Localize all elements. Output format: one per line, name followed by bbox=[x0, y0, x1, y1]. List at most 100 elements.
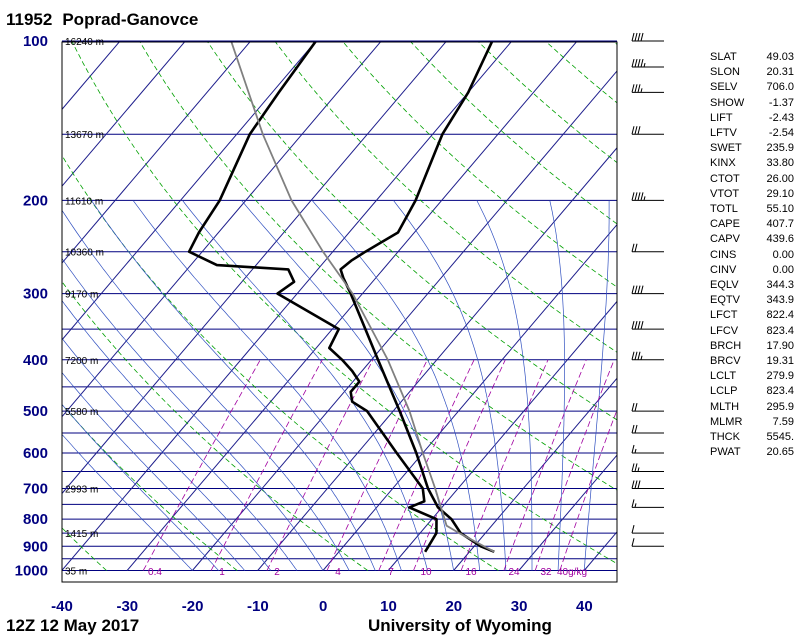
moist-adiabat bbox=[583, 200, 610, 571]
mixing-ratio-label: 0.4 bbox=[148, 567, 162, 578]
moist-adiabat bbox=[62, 337, 272, 571]
moist-adiabat bbox=[182, 200, 428, 571]
wind-barb bbox=[631, 480, 664, 489]
temperature-tick-label: 20 bbox=[445, 598, 462, 615]
index-label: CTOT bbox=[710, 172, 740, 185]
index-label: EQLV bbox=[710, 279, 739, 292]
barb-flag bbox=[631, 538, 635, 547]
height-label: 1415 m bbox=[65, 529, 98, 540]
barb-flag bbox=[637, 84, 641, 93]
height-label: 11610 m bbox=[65, 196, 103, 207]
wind-barb bbox=[631, 525, 664, 534]
barb-flag bbox=[634, 84, 638, 93]
background-lines bbox=[62, 42, 617, 571]
barb-flag bbox=[637, 320, 641, 330]
index-label: SLON bbox=[710, 66, 740, 79]
index-value: -1.37 bbox=[768, 96, 794, 109]
wind-barb bbox=[631, 499, 664, 508]
wind-barb bbox=[631, 444, 664, 454]
index-label: LFTV bbox=[710, 127, 737, 140]
barb-flag bbox=[631, 351, 635, 360]
credit: University of Wyoming bbox=[368, 616, 552, 635]
isotherm bbox=[257, 147, 617, 571]
index-row: CINS 0.00 bbox=[710, 248, 794, 263]
dewpoint-trace bbox=[187, 42, 438, 553]
pressure-tick-label: 800 bbox=[23, 511, 48, 528]
index-value: 439.6 bbox=[766, 233, 794, 246]
index-row: PWAT 20.65 bbox=[710, 445, 794, 460]
isotherm bbox=[62, 42, 382, 418]
height-label: 2993 m bbox=[65, 484, 98, 495]
wind-barbs bbox=[631, 32, 664, 547]
index-value: 7.59 bbox=[772, 415, 794, 428]
barb-flag bbox=[631, 480, 635, 489]
index-row: TOTL 55.10 bbox=[710, 202, 794, 217]
index-value: 295.9 bbox=[766, 400, 794, 413]
index-value: 343.9 bbox=[766, 294, 794, 307]
barb-half bbox=[643, 196, 646, 201]
barb-flag bbox=[634, 32, 638, 42]
parcel-trace bbox=[230, 42, 495, 553]
sounding-traces bbox=[187, 42, 495, 554]
height-label: 13670 m bbox=[65, 130, 104, 141]
isotherm bbox=[453, 377, 617, 571]
index-label: EQTV bbox=[710, 294, 740, 307]
index-row: EQTV 343.9 bbox=[710, 293, 794, 308]
temperature-tick-label: 40 bbox=[576, 598, 593, 615]
index-value: 822.4 bbox=[766, 309, 794, 322]
barb-flag bbox=[640, 285, 644, 294]
barb-flag bbox=[637, 126, 641, 135]
index-row: VTOT 29.10 bbox=[710, 187, 794, 202]
barb-flag bbox=[634, 192, 638, 201]
wind-barb bbox=[631, 32, 664, 42]
index-value: 49.03 bbox=[766, 51, 794, 63]
index-value: 823.4 bbox=[766, 385, 794, 398]
index-label: TOTL bbox=[710, 203, 738, 216]
moist-adiabat bbox=[62, 209, 350, 571]
index-label: VTOT bbox=[710, 187, 740, 200]
mixing-ratio-line bbox=[460, 359, 549, 571]
index-label: CINV bbox=[710, 263, 737, 276]
index-row: KINX 33.80 bbox=[710, 156, 794, 171]
chart-title: 11952 Poprad-Ganovce bbox=[6, 10, 198, 30]
index-row: CINV 0.00 bbox=[710, 263, 794, 278]
barb-flag bbox=[634, 126, 638, 135]
wind-barb bbox=[631, 285, 664, 295]
isotherm bbox=[62, 42, 316, 341]
moist-adiabat bbox=[62, 300, 298, 571]
wind-barb bbox=[631, 402, 664, 412]
index-value: -2.54 bbox=[768, 127, 794, 140]
pressure-tick-label: 100 bbox=[23, 33, 48, 50]
index-label: LFCT bbox=[710, 309, 738, 322]
wind-barb bbox=[631, 351, 664, 361]
index-label: SHOW bbox=[710, 96, 745, 109]
barb-flag bbox=[637, 32, 641, 42]
barb-half bbox=[640, 88, 643, 93]
moist-adiabat bbox=[311, 200, 481, 571]
height-label: 10360 m bbox=[65, 248, 104, 259]
index-value: 33.80 bbox=[766, 157, 794, 170]
isotherm bbox=[62, 42, 120, 111]
index-row: BRCV 19.31 bbox=[710, 354, 794, 369]
dry-adiabat bbox=[342, 42, 617, 288]
barb-flag bbox=[640, 192, 644, 201]
isotherm bbox=[62, 42, 512, 571]
barb-flag bbox=[631, 58, 635, 68]
barb-flag bbox=[637, 351, 641, 360]
barb-flag bbox=[631, 499, 635, 508]
height-label: 5580 m bbox=[65, 407, 98, 418]
index-row: SELV 706.0 bbox=[710, 80, 794, 95]
wind-barb bbox=[631, 463, 664, 472]
moist-adiabat bbox=[62, 433, 193, 571]
index-label: CAPV bbox=[710, 233, 740, 246]
moist-adiabat bbox=[549, 200, 565, 571]
barb-flag bbox=[637, 58, 641, 68]
wind-barb bbox=[631, 58, 664, 68]
index-row: THCK 5545. bbox=[710, 430, 794, 445]
barb-flag bbox=[637, 192, 641, 201]
index-value: 279.9 bbox=[766, 370, 794, 383]
wind-barb bbox=[631, 84, 664, 93]
barb-flag bbox=[634, 402, 638, 412]
index-row: SHOW -1.37 bbox=[710, 96, 794, 111]
wind-barb bbox=[631, 243, 664, 253]
